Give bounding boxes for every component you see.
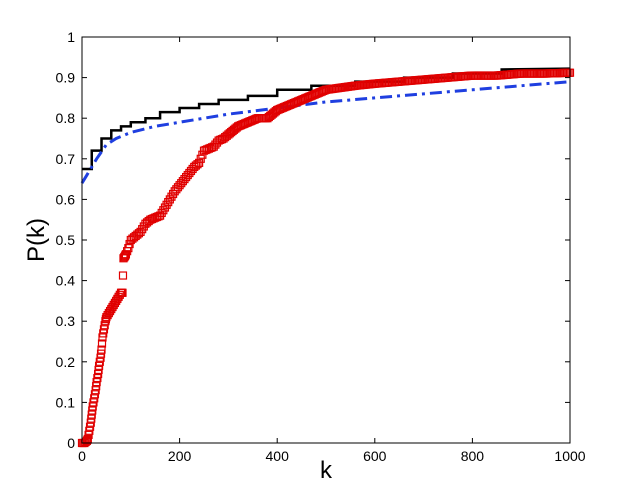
x-tick-label: 800 xyxy=(461,448,485,464)
x-tick-label: 1000 xyxy=(554,448,585,464)
y-tick-label: 0.8 xyxy=(56,110,76,126)
series-dash-dot xyxy=(80,80,571,184)
y-tick-label: 1 xyxy=(67,29,75,45)
x-tick-label: 200 xyxy=(168,448,192,464)
y-axis-label: P(k) xyxy=(23,218,50,262)
x-tick-label: 600 xyxy=(363,448,387,464)
data-point xyxy=(97,339,107,348)
y-tick-label: 0.6 xyxy=(56,191,76,207)
data-point xyxy=(97,345,106,354)
y-tick-label: 0.3 xyxy=(56,313,76,329)
x-axis-label: k xyxy=(320,457,333,484)
series-square-markers xyxy=(77,68,575,448)
y-tick-label: 0.4 xyxy=(56,273,76,289)
y-tick-label: 0.9 xyxy=(56,70,76,86)
y-tick-label: 0 xyxy=(67,435,75,451)
series-line xyxy=(80,80,571,184)
y-tick-label: 0.5 xyxy=(56,232,76,248)
data-point xyxy=(118,288,127,297)
plot-background xyxy=(82,37,570,443)
y-tick-label: 0.7 xyxy=(56,151,76,167)
data-point xyxy=(118,271,128,280)
axis-layer: 0 200 400 600 800 1000 0 0.1 0.2 0.3 0.4 0.5 0.6 0.7 0… xyxy=(56,29,586,464)
series-layer xyxy=(77,67,575,448)
x-tick-label: 0 xyxy=(78,448,86,464)
y-tick-label: 0.1 xyxy=(56,394,76,410)
y-tick-label: 0.2 xyxy=(56,354,76,370)
x-tick-label: 400 xyxy=(266,448,290,464)
data-point xyxy=(115,290,124,299)
